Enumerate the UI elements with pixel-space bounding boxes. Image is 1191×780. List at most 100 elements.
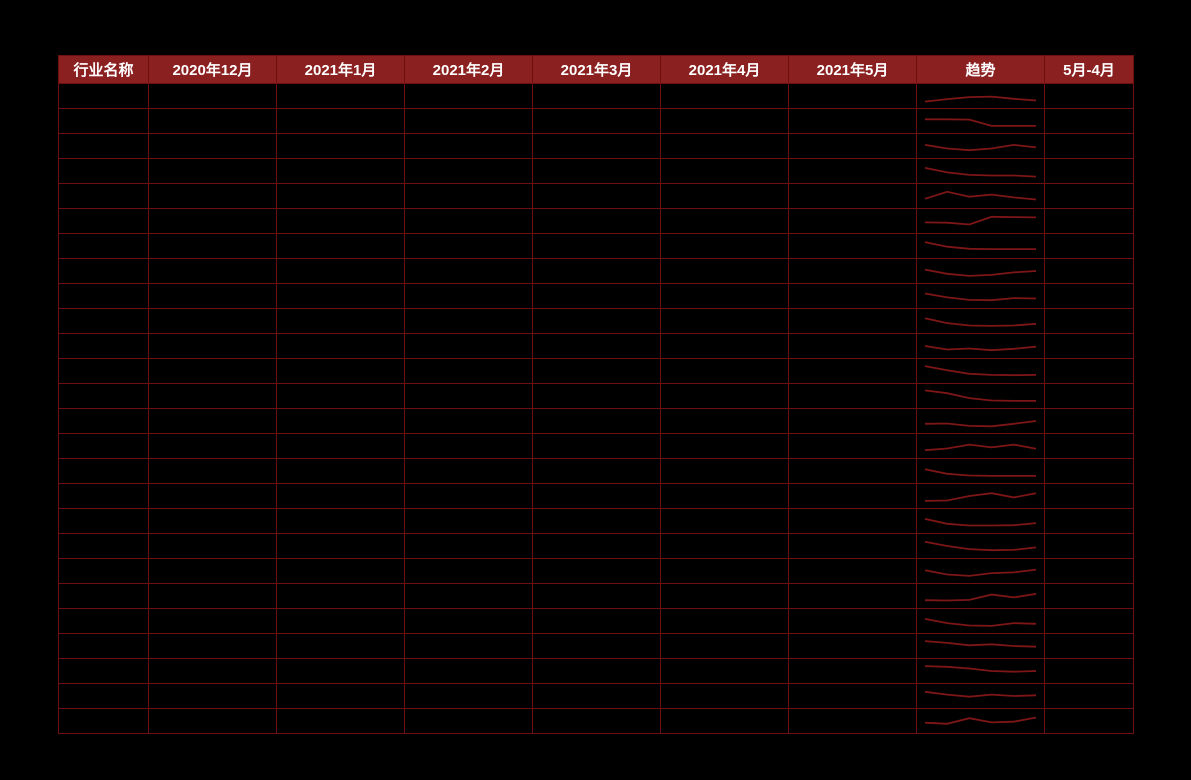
cell-m2012 (149, 559, 277, 584)
cell-m2105 (789, 359, 917, 384)
cell-m2101 (277, 209, 405, 234)
cell-name (59, 559, 149, 584)
trend-sparkline (921, 285, 1040, 307)
table-row (59, 259, 1134, 284)
cell-name (59, 184, 149, 209)
cell-m2102 (405, 659, 533, 684)
cell-trend (917, 184, 1045, 209)
cell-m2101 (277, 159, 405, 184)
cell-m2105 (789, 534, 917, 559)
cell-m2102 (405, 634, 533, 659)
trend-sparkline (921, 710, 1040, 732)
cell-m2103 (533, 209, 661, 234)
cell-m2105 (789, 384, 917, 409)
cell-m2101 (277, 659, 405, 684)
cell-m2102 (405, 159, 533, 184)
cell-m2101 (277, 359, 405, 384)
cell-m2103 (533, 359, 661, 384)
cell-name (59, 684, 149, 709)
cell-m2104 (661, 684, 789, 709)
cell-m2102 (405, 334, 533, 359)
cell-m2105 (789, 109, 917, 134)
cell-m2101 (277, 509, 405, 534)
cell-name (59, 534, 149, 559)
cell-diff (1045, 634, 1134, 659)
table-header-row: 行业名称 2020年12月 2021年1月 2021年2月 2021年3月 20… (59, 56, 1134, 84)
cell-m2101 (277, 484, 405, 509)
cell-m2012 (149, 434, 277, 459)
cell-m2104 (661, 409, 789, 434)
cell-m2012 (149, 284, 277, 309)
cell-m2101 (277, 109, 405, 134)
cell-m2103 (533, 134, 661, 159)
cell-m2102 (405, 509, 533, 534)
cell-trend (917, 609, 1045, 634)
cell-m2012 (149, 234, 277, 259)
cell-m2012 (149, 259, 277, 284)
col-header-2021-02: 2021年2月 (405, 56, 533, 84)
table-row (59, 609, 1134, 634)
cell-diff (1045, 134, 1134, 159)
cell-m2103 (533, 659, 661, 684)
cell-m2104 (661, 509, 789, 534)
cell-m2103 (533, 559, 661, 584)
cell-m2104 (661, 209, 789, 234)
cell-m2012 (149, 84, 277, 109)
cell-diff (1045, 559, 1134, 584)
cell-diff (1045, 84, 1134, 109)
cell-m2104 (661, 84, 789, 109)
cell-m2104 (661, 184, 789, 209)
cell-m2105 (789, 184, 917, 209)
cell-diff (1045, 334, 1134, 359)
cell-m2102 (405, 559, 533, 584)
cell-m2105 (789, 284, 917, 309)
trend-sparkline (921, 210, 1040, 232)
cell-name (59, 109, 149, 134)
cell-name (59, 484, 149, 509)
cell-m2101 (277, 134, 405, 159)
cell-m2101 (277, 384, 405, 409)
cell-m2102 (405, 384, 533, 409)
cell-trend (917, 109, 1045, 134)
cell-m2104 (661, 484, 789, 509)
cell-m2101 (277, 84, 405, 109)
cell-m2012 (149, 309, 277, 334)
trend-sparkline (921, 635, 1040, 657)
table-row (59, 509, 1134, 534)
cell-trend (917, 209, 1045, 234)
cell-m2105 (789, 684, 917, 709)
cell-trend (917, 659, 1045, 684)
cell-m2102 (405, 484, 533, 509)
cell-diff (1045, 409, 1134, 434)
cell-m2101 (277, 309, 405, 334)
cell-m2102 (405, 709, 533, 734)
table-row (59, 359, 1134, 384)
cell-m2103 (533, 634, 661, 659)
cell-name (59, 434, 149, 459)
cell-m2103 (533, 709, 661, 734)
table-row (59, 634, 1134, 659)
cell-m2105 (789, 434, 917, 459)
cell-diff (1045, 584, 1134, 609)
cell-m2102 (405, 84, 533, 109)
cell-diff (1045, 259, 1134, 284)
cell-m2101 (277, 434, 405, 459)
cell-m2103 (533, 259, 661, 284)
trend-sparkline (921, 260, 1040, 282)
cell-m2102 (405, 434, 533, 459)
cell-m2104 (661, 134, 789, 159)
cell-trend (917, 384, 1045, 409)
trend-sparkline (921, 585, 1040, 607)
cell-m2012 (149, 484, 277, 509)
cell-m2104 (661, 259, 789, 284)
table-row (59, 209, 1134, 234)
trend-sparkline (921, 110, 1040, 132)
col-header-industry-name: 行业名称 (59, 56, 149, 84)
table-row (59, 234, 1134, 259)
cell-m2105 (789, 309, 917, 334)
cell-trend (917, 334, 1045, 359)
cell-m2012 (149, 334, 277, 359)
cell-name (59, 384, 149, 409)
cell-m2102 (405, 209, 533, 234)
cell-m2101 (277, 459, 405, 484)
